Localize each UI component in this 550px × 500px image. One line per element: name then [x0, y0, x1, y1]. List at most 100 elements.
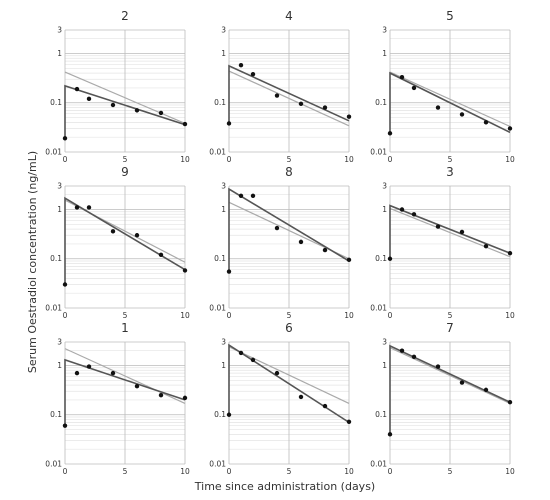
observed-point — [387, 131, 393, 136]
y-tick-label: 0.01 — [370, 148, 387, 157]
observed-point — [399, 207, 405, 212]
observed-point — [507, 399, 513, 405]
x-tick-label: 0 — [63, 467, 68, 476]
x-tick-label: 10 — [180, 155, 190, 164]
observed-point — [459, 380, 465, 385]
y-tick-label: 3 — [57, 26, 62, 35]
y-tick-label: 1 — [382, 205, 387, 214]
y-tick-label: 0.01 — [45, 148, 62, 157]
observed-point — [74, 205, 80, 210]
observed-point — [435, 105, 441, 110]
observed-point — [62, 423, 68, 428]
panel-title: 6 — [285, 321, 293, 335]
x-tick-label: 0 — [388, 467, 393, 476]
observed-point — [459, 112, 465, 117]
observed-point — [435, 224, 441, 229]
x-tick-label: 5 — [287, 311, 292, 320]
observed-point — [238, 193, 244, 198]
panel-7: 0.01 0.1 1 3 0 5 10 7 — [370, 321, 515, 476]
individual-fit-line — [389, 71, 511, 134]
x-tick-label: 0 — [227, 155, 232, 164]
individual-fit-line — [64, 84, 186, 139]
x-tick-label: 10 — [344, 311, 354, 320]
observed-point — [182, 121, 188, 127]
x-tick-label: 5 — [123, 311, 128, 320]
observed-point — [182, 268, 188, 273]
x-tick-label: 5 — [448, 467, 453, 476]
individual-fit-line — [64, 358, 186, 426]
y-tick-label: 0.1 — [50, 254, 62, 263]
panel-title: 7 — [446, 321, 454, 335]
panel-title: 1 — [121, 321, 129, 335]
x-tick-label: 5 — [287, 467, 292, 476]
y-tick-label: 0.01 — [209, 148, 226, 157]
observed-point — [298, 394, 304, 400]
panel-title: 8 — [285, 165, 293, 179]
y-tick-label: 0.1 — [214, 98, 226, 107]
x-tick-label: 10 — [344, 467, 354, 476]
observed-point — [399, 348, 405, 353]
panel-2: 0.01 0.1 1 3 0 5 10 2 — [45, 9, 190, 164]
observed-point — [158, 252, 164, 258]
observed-point — [110, 229, 116, 234]
population-fit-line — [64, 71, 186, 124]
y-axis-label: Serum Oestradiol concentration (ng/mL) — [26, 151, 39, 373]
individual-fit-line — [228, 64, 350, 124]
x-tick-label: 10 — [344, 155, 354, 164]
observed-point — [387, 432, 393, 437]
x-tick-label: 5 — [448, 311, 453, 320]
observed-point — [134, 383, 140, 389]
y-tick-label: 0.1 — [50, 98, 62, 107]
y-tick-label: 3 — [57, 338, 62, 347]
y-tick-label: 3 — [221, 338, 226, 347]
x-tick-label: 5 — [123, 155, 128, 164]
y-tick-label: 3 — [57, 182, 62, 191]
x-tick-label: 0 — [63, 155, 68, 164]
y-tick-label: 3 — [221, 182, 226, 191]
y-tick-label: 3 — [221, 26, 226, 35]
observed-point — [346, 114, 352, 119]
population-fit-line — [228, 70, 350, 127]
individual-fit-line — [64, 196, 186, 285]
observed-point — [238, 350, 244, 356]
population-fit-line — [389, 71, 511, 128]
panel-3: 0.01 0.1 1 3 0 5 10 3 — [370, 165, 515, 320]
observed-point — [483, 120, 489, 125]
observed-point — [226, 121, 232, 126]
y-tick-label: 0.1 — [214, 410, 226, 419]
y-tick-label: 0.01 — [45, 304, 62, 313]
observed-point — [507, 126, 513, 131]
observed-point — [226, 269, 232, 274]
population-fit-line — [389, 207, 511, 258]
panel-9: 0.01 0.1 1 3 0 5 10 9 — [45, 165, 190, 320]
y-tick-label: 3 — [382, 26, 387, 35]
y-tick-label: 3 — [382, 338, 387, 347]
observed-point — [298, 239, 304, 245]
observed-point — [435, 364, 441, 369]
observed-point — [411, 212, 417, 217]
population-fit-line — [228, 346, 350, 404]
x-tick-label: 10 — [505, 311, 515, 320]
x-tick-label: 0 — [227, 467, 232, 476]
y-tick-label: 0.1 — [375, 410, 387, 419]
panel-4: 0.01 0.1 1 3 0 5 10 4 — [209, 9, 354, 164]
x-tick-label: 5 — [123, 467, 128, 476]
individual-fit-line — [389, 204, 511, 259]
x-tick-label: 0 — [227, 311, 232, 320]
panel-6: 0.01 0.1 1 3 0 5 10 6 — [209, 321, 354, 476]
observed-point — [274, 93, 280, 98]
observed-point — [250, 193, 256, 198]
y-tick-label: 0.1 — [50, 410, 62, 419]
population-fit-line — [64, 348, 186, 404]
y-tick-label: 0.01 — [370, 460, 387, 469]
observed-point — [86, 96, 92, 102]
y-tick-label: 3 — [382, 182, 387, 191]
observed-point — [74, 86, 80, 92]
observed-point — [238, 62, 244, 68]
individual-fit-line — [389, 344, 511, 435]
panel-title: 9 — [121, 165, 129, 179]
observed-point — [387, 256, 393, 261]
observed-point — [110, 370, 116, 376]
